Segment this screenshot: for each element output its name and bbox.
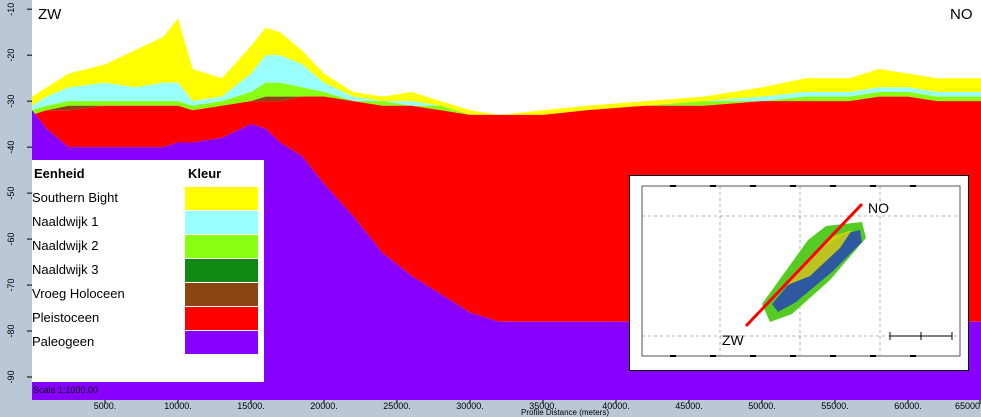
layer-area-naaldwijk-1 bbox=[32, 55, 981, 115]
y-tick-label: -20 bbox=[6, 49, 16, 62]
legend: Eenheid Kleur Southern Bight Naaldwijk 1 N… bbox=[32, 160, 264, 382]
bottom-axis-panel bbox=[0, 400, 981, 417]
survey-area-yellow bbox=[780, 230, 852, 288]
layer-area-naaldwijk-2 bbox=[32, 82, 981, 115]
legend-swatch bbox=[185, 307, 258, 330]
x-tick-label: 60000. bbox=[894, 401, 922, 411]
legend-label: Naaldwijk 3 bbox=[32, 262, 99, 277]
profile-line bbox=[744, 202, 864, 328]
survey-area-blue bbox=[772, 230, 862, 312]
x-tick-label: 35000. bbox=[529, 401, 557, 411]
inset-scale-bar bbox=[889, 332, 953, 340]
y-tick-label: -40 bbox=[6, 141, 16, 154]
legend-swatch bbox=[185, 331, 258, 354]
y-tick-label: -10 bbox=[6, 3, 16, 16]
legend-label: Southern Bight bbox=[32, 190, 119, 205]
legend-header-color: Kleur bbox=[188, 166, 222, 181]
legend-label: Naaldwijk 2 bbox=[32, 238, 99, 253]
x-tick-label: 45000. bbox=[675, 401, 703, 411]
inset-frame bbox=[641, 185, 961, 357]
legend-header-unit: Eenheid bbox=[34, 166, 85, 181]
right-end-label: NO bbox=[950, 6, 973, 23]
legend-swatch bbox=[185, 259, 258, 282]
location-map-inset: NO ZW bbox=[629, 175, 969, 371]
left-axis-panel bbox=[0, 0, 32, 417]
y-axis: -10 -20 -30 -40 -50 -60 -70 -80 -90 bbox=[6, 3, 32, 384]
legend-swatch bbox=[185, 235, 258, 258]
y-tick-label: -70 bbox=[6, 279, 16, 292]
legend-swatch bbox=[185, 211, 258, 234]
legend-swatch bbox=[185, 187, 258, 210]
y-tick-label: -60 bbox=[6, 233, 16, 246]
legend-label: Pleistoceen bbox=[32, 310, 100, 325]
scale-label: Scale 1:1000.00 bbox=[33, 385, 99, 395]
legend-label: Vroeg Holoceen bbox=[32, 286, 125, 301]
x-tick-label: 65000 bbox=[955, 401, 980, 411]
inset-ticks bbox=[670, 185, 916, 357]
x-tick-label: 55000. bbox=[821, 401, 849, 411]
x-axis-label: Profile Distance (meters) bbox=[521, 408, 609, 417]
x-tick-label: 5000. bbox=[94, 401, 117, 411]
x-tick-label: 25000. bbox=[383, 401, 411, 411]
x-tick-label: 30000. bbox=[456, 401, 484, 411]
x-tick-label: 40000. bbox=[602, 401, 630, 411]
layer-area-southern-bight bbox=[32, 18, 981, 115]
legend-label: Naaldwijk 1 bbox=[32, 214, 99, 229]
x-tick-label: 10000. bbox=[164, 401, 192, 411]
left-end-label: ZW bbox=[38, 6, 62, 23]
x-tick-label: 15000. bbox=[237, 401, 265, 411]
legend-swatch bbox=[185, 283, 258, 306]
y-tick-label: -80 bbox=[6, 325, 16, 338]
inset-label-sw: ZW bbox=[722, 332, 744, 348]
inset-map bbox=[641, 185, 961, 357]
legend-label: Paleogeen bbox=[32, 334, 95, 349]
inset-label-ne: NO bbox=[868, 200, 889, 216]
y-tick-label: -50 bbox=[6, 187, 16, 200]
x-tick-label: 50000. bbox=[748, 401, 776, 411]
y-tick-label: -30 bbox=[6, 95, 16, 108]
x-axis: 5000. 10000. 15000. 20000. 25000. 30000. 35000… bbox=[94, 400, 981, 411]
x-tick-label: 20000. bbox=[310, 401, 338, 411]
y-tick-label: -90 bbox=[6, 371, 16, 384]
